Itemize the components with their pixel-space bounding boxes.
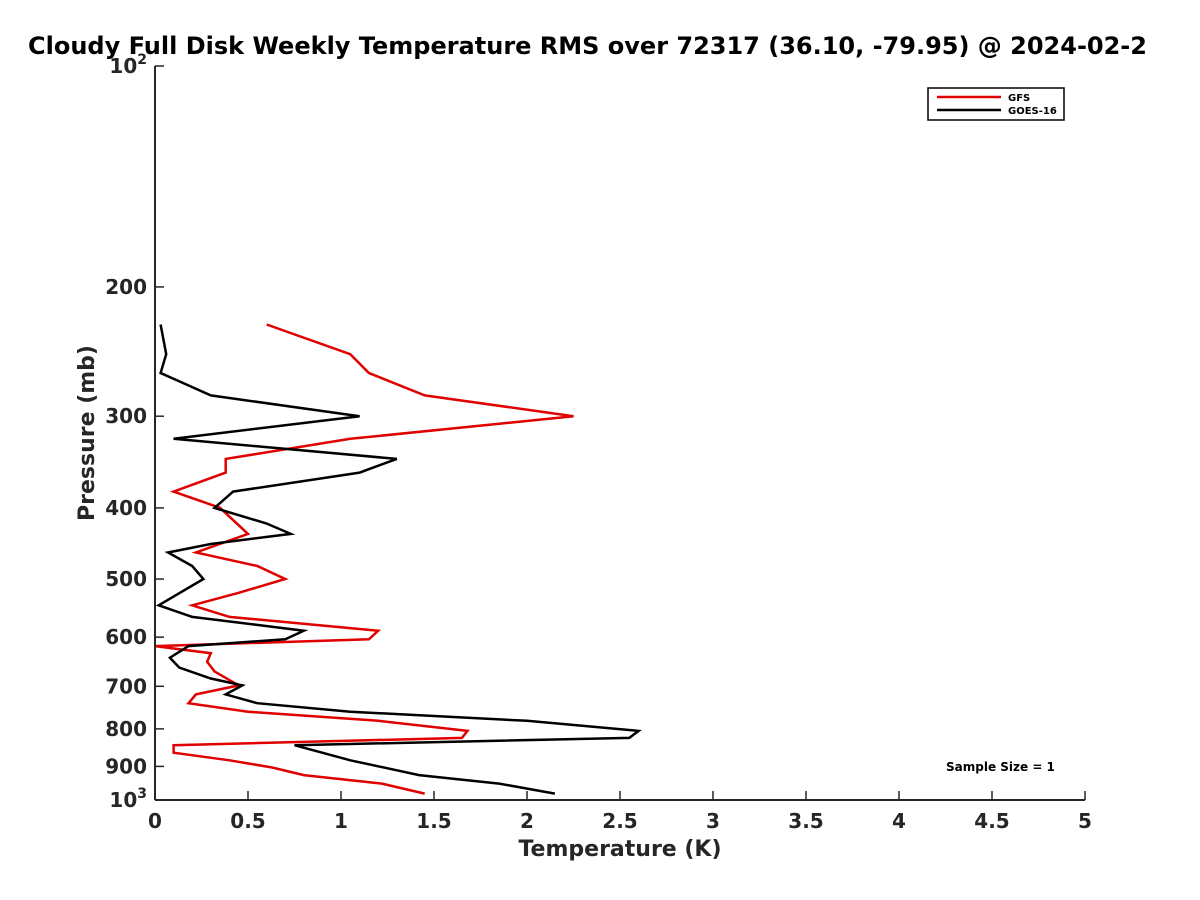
- x-tick-label: 4: [892, 809, 906, 833]
- y-tick-label: 200: [105, 275, 147, 299]
- series-line-goes-16: [155, 324, 642, 795]
- x-tick-label: 5: [1078, 809, 1092, 833]
- series-layer: [154, 323, 642, 795]
- legend-label-goes16: GOES-16: [1008, 106, 1057, 117]
- y-axis-label: Pressure (mb): [75, 345, 100, 521]
- legend-box: [927, 87, 1065, 121]
- tick-layer: 0 0.5 1 1.5 2 2.5 3 3.5 4 4.5 5 102 200 300 400 500 600 7…: [105, 52, 1092, 833]
- y-tick-label: 900: [105, 754, 147, 778]
- y-tick-label: 102: [109, 52, 147, 78]
- y-tick-label: 500: [105, 567, 147, 591]
- y-tick-label: 700: [105, 674, 147, 698]
- chart-title: Cloudy Full Disk Weekly Temperature RMS …: [28, 32, 1147, 60]
- y-tick-label: 600: [105, 625, 147, 649]
- x-axis-label: Temperature (K): [518, 837, 721, 862]
- x-tick-label: 2: [520, 809, 534, 833]
- x-tick-label: 3.5: [788, 809, 823, 833]
- y-tick-label: 400: [105, 496, 147, 520]
- y-tick-label: 103: [109, 786, 147, 812]
- x-tick-label: 1: [334, 809, 348, 833]
- sample-size-annotation: Sample Size = 1: [946, 760, 1055, 774]
- x-tick-label: 0.5: [230, 809, 265, 833]
- x-tick-label: 2.5: [602, 809, 637, 833]
- y-tick-label: 800: [105, 717, 147, 741]
- x-tick-label: 1.5: [416, 809, 451, 833]
- legend-label-gfs: GFS: [1008, 93, 1030, 104]
- series-line-gfs: [154, 323, 574, 795]
- x-tick-label: 3: [706, 809, 720, 833]
- y-tick-label: 300: [105, 404, 147, 428]
- x-tick-label: 0: [148, 809, 162, 833]
- x-tick-label: 4.5: [974, 809, 1009, 833]
- legend: GFS GOES-16: [927, 87, 1065, 121]
